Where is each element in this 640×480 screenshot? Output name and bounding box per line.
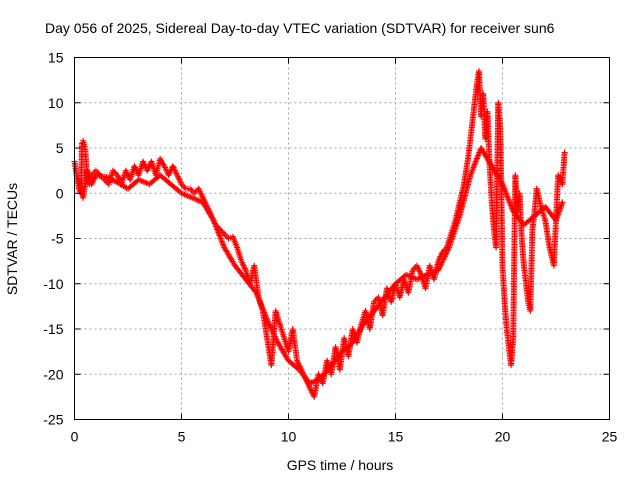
data-marks [71,68,568,400]
y-axis-label: SDTVAR / TECUs [4,183,20,295]
x-tick-label: 25 [602,429,618,445]
chart-title: Day 056 of 2025, Sidereal Day-to-day VTE… [45,20,555,36]
y-tick-label: 15 [48,50,64,66]
y-tick-label: -5 [51,231,64,247]
data-point [188,187,195,194]
y-tick-label: 5 [56,140,64,156]
y-tick-label: 10 [48,95,64,111]
data-point [209,216,216,223]
x-axis-label: GPS time / hours [287,457,394,473]
x-tick-label: 15 [388,429,404,445]
data-point [498,179,505,186]
y-tick-label: 0 [56,185,64,201]
data-point [561,149,568,156]
tick-layer: 0 5 10 15 20 25 -25 -20 -15 -10 -5 0 5 10 15 [43,50,617,445]
x-tick-label: 5 [178,429,186,445]
x-tick-label: 10 [281,429,297,445]
y-tick-label: -15 [43,321,63,337]
data-point [224,233,231,240]
data-point [221,230,228,237]
x-tick-label: 20 [495,429,511,445]
data-point [181,184,188,191]
x-tick-label: 0 [71,429,79,445]
data-point [559,199,566,206]
y-tick-label: -10 [43,276,63,292]
y-tick-label: -20 [43,366,63,382]
y-tick-label: -25 [43,412,63,428]
